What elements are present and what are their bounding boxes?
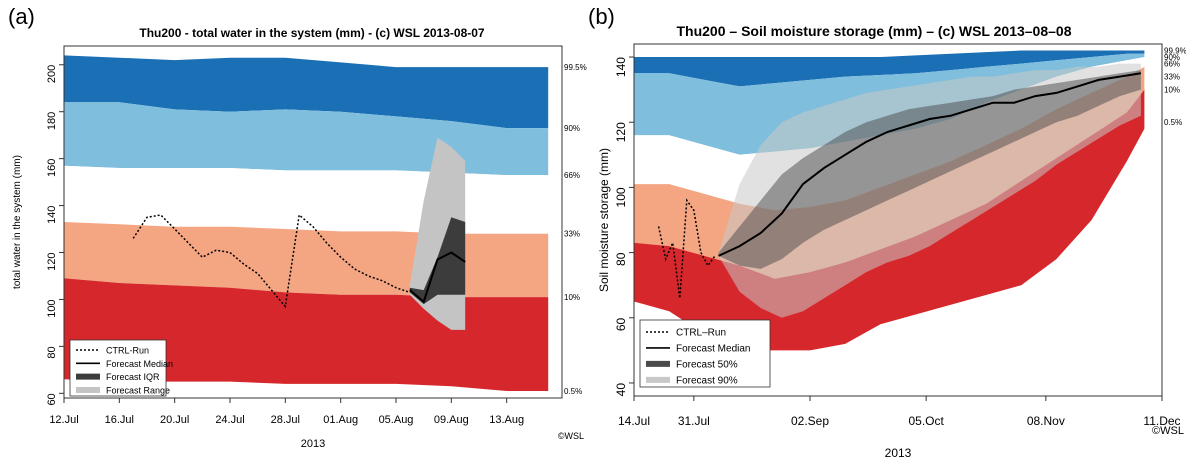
percentile-label: 66% <box>564 171 580 180</box>
watermark: ©WSL <box>558 431 584 441</box>
panel-label-a: (a) <box>8 4 35 29</box>
ctrl-run-line <box>132 213 411 309</box>
chart-total-water: Thu200 - total water in the system (mm) … <box>12 26 587 450</box>
band-995 <box>64 55 549 129</box>
watermark: ©WSL <box>1152 425 1184 437</box>
y-tick-label: 40 <box>614 383 628 397</box>
legend-box <box>639 319 771 388</box>
legend-label: Forecast Median <box>106 359 173 369</box>
y-tick-label: 140 <box>46 206 58 224</box>
y-tick-label: 180 <box>46 112 58 130</box>
panel-label-b: (b) <box>588 4 615 29</box>
y-tick-label: 200 <box>46 65 58 83</box>
forecast-median-line <box>409 251 466 304</box>
x-tick-label: 09.Aug <box>434 414 469 426</box>
percentile-label: 0.5% <box>1164 118 1182 127</box>
plot-frame <box>63 45 563 399</box>
y-tick-label: 160 <box>46 159 58 177</box>
y-tick-label: 80 <box>46 346 58 358</box>
x-tick-label: 24.Jul <box>215 414 244 426</box>
legend-label: Forecast 90% <box>676 375 738 386</box>
x-tick-label: 14.Jul <box>618 414 650 428</box>
x-tick-label: 02.Sep <box>791 414 829 428</box>
x-tick-label: 05.Oct <box>908 414 944 428</box>
percentile-label: 66% <box>1164 60 1180 69</box>
percentile-label: 33% <box>564 230 580 239</box>
legend-label: Forecast IQR <box>106 372 160 382</box>
y-axis-title: Soil moisture storage (mm) <box>597 148 611 292</box>
band-999 <box>634 50 1145 87</box>
y-tick-label: 140 <box>614 57 628 77</box>
legend-label: Forecast Median <box>676 343 750 354</box>
y-tick-label: 120 <box>46 253 58 271</box>
chart-title: Thu200 - total water in the system (mm) … <box>139 26 485 40</box>
y-tick-label: 120 <box>614 122 628 142</box>
y-axis-title: total water in the system (mm) <box>12 155 23 289</box>
x-tick-label: 16.Jul <box>105 414 134 426</box>
x-tick-label: 28.Jul <box>271 414 300 426</box>
y-tick-label: 60 <box>46 393 58 405</box>
band-90 <box>64 102 549 176</box>
x-tick-label: 31.Jul <box>678 414 710 428</box>
percentile-label: 33% <box>1164 73 1180 82</box>
x-tick-label: 11.Dec <box>1143 414 1180 428</box>
x-tick-label: 13.Aug <box>489 414 524 426</box>
percentile-label: 99.9% <box>1164 47 1186 56</box>
y-tick-label: 100 <box>614 187 628 207</box>
legend-label: Forecast 50% <box>676 359 738 370</box>
legend-label: Forecast Range <box>106 386 170 396</box>
x-tick-label: 12.Jul <box>49 414 78 426</box>
percentile-label: 90% <box>564 124 580 133</box>
percentile-label: 90% <box>1164 53 1180 62</box>
band-66 <box>64 165 549 234</box>
y-tick-label: 80 <box>614 252 628 266</box>
percentile-label: 10% <box>564 293 580 302</box>
y-tick-label: 60 <box>614 317 628 331</box>
x-axis-title: 2013 <box>301 438 325 450</box>
forecast-median-line <box>718 72 1142 257</box>
chart-title: Thu200 – Soil moisture storage (mm) – (c… <box>676 23 1071 39</box>
x-tick-label: 20.Jul <box>160 414 189 426</box>
plot-frame <box>633 43 1163 397</box>
percentile-label: 99.5% <box>564 63 587 72</box>
y-tick-label: 100 <box>46 299 58 317</box>
chart-soil-moisture: Thu200 – Soil moisture storage (mm) – (c… <box>597 23 1186 460</box>
legend-label: CTRL-Run <box>106 346 149 356</box>
percentile-label: 0.5% <box>564 387 582 396</box>
x-tick-label: 01.Aug <box>323 414 358 426</box>
legend-label: CTRL–Run <box>676 327 726 338</box>
x-axis-title: 2013 <box>885 446 912 460</box>
x-tick-label: 05.Aug <box>379 414 414 426</box>
ctrl-run-line <box>657 198 716 299</box>
percentile-label: 10% <box>1164 86 1180 95</box>
forecast-50-area <box>718 70 1141 269</box>
x-tick-label: 08.Nov <box>1027 414 1065 428</box>
